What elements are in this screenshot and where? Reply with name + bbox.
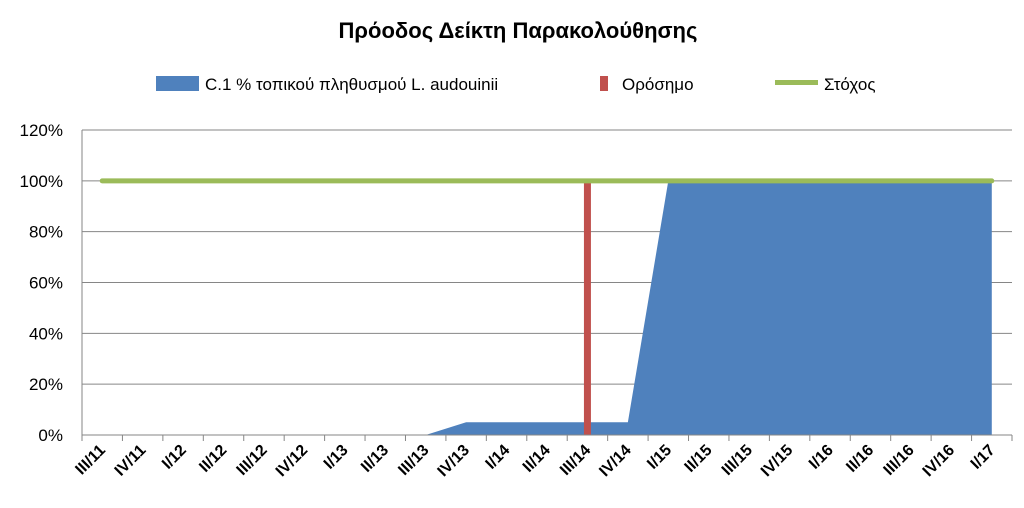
x-tick-label: IV/13 (435, 442, 474, 481)
x-tick-label: IV/16 (920, 442, 959, 481)
x-tick-label: I/12 (159, 442, 190, 473)
chart-title: Πρόοδος Δείκτη Παρακολούθησης (339, 18, 698, 43)
x-tick-label: I/14 (483, 442, 514, 473)
x-axis-ticks: III/11 IV/11 I/12 II/12 III/12 IV/12 I/13 II/13… (72, 442, 998, 481)
x-tick-label: II/14 (520, 442, 554, 476)
x-tick-label: I/15 (644, 442, 675, 473)
x-tick-label: II/12 (196, 442, 230, 476)
x-tick-label: III/12 (234, 442, 271, 479)
y-axis-ticks: 0% 20% 40% 60% 80% 100% 120% (20, 121, 63, 445)
x-tick-label: III/11 (72, 442, 109, 479)
milestone-bar (583, 180, 591, 435)
legend-label-milestone: Ορόσημο (622, 75, 694, 94)
x-tick-label: IV/11 (112, 442, 150, 480)
x-tick-label: III/13 (395, 442, 432, 479)
x-tick-label: III/15 (719, 442, 756, 479)
legend-swatch-area (156, 76, 199, 91)
x-tick-label: IV/12 (273, 442, 312, 481)
legend-label-area: C.1 % τοπικού πληθυσμού L. audouinii (205, 75, 498, 94)
area-fill (102, 180, 992, 435)
legend: C.1 % τοπικού πληθυσμού L. audouinii Ορό… (156, 75, 876, 94)
legend-swatch-target (775, 80, 818, 85)
x-tick-label: II/16 (843, 442, 877, 476)
axes (81, 130, 1013, 441)
y-tick-label: 100% (20, 172, 63, 191)
y-tick-label: 80% (29, 223, 63, 242)
legend-swatch-milestone (600, 76, 608, 91)
x-tick-label: III/14 (557, 442, 594, 479)
y-tick-label: 60% (29, 274, 63, 293)
x-tick-label: I/16 (806, 442, 837, 473)
y-tick-label: 40% (29, 324, 63, 343)
x-tick-label: II/13 (358, 442, 392, 476)
milestone-series (583, 180, 591, 435)
x-tick-label: IV/15 (758, 442, 797, 481)
x-tick-label: III/16 (881, 442, 918, 479)
y-tick-label: 20% (29, 375, 63, 394)
x-tick-label: IV/14 (596, 442, 635, 481)
legend-label-target: Στόχος (824, 75, 876, 94)
x-tick-label: I/13 (321, 442, 352, 473)
area-series (102, 180, 992, 435)
x-tick-label: II/15 (682, 442, 716, 476)
x-tick-label: I/17 (968, 442, 999, 473)
y-tick-label: 120% (20, 121, 63, 140)
y-tick-label: 0% (38, 426, 63, 445)
